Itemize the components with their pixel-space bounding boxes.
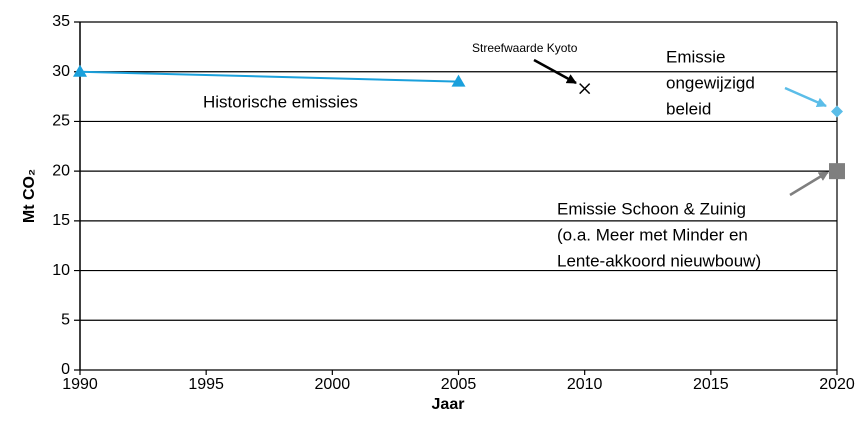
annotation: Streefwaarde Kyoto bbox=[472, 41, 578, 55]
y-tick-label: 20 bbox=[52, 162, 70, 179]
x-axis-label: Jaar bbox=[432, 396, 465, 413]
y-axis-label: Mt CO₂ bbox=[21, 169, 38, 223]
x-tick-label: 2010 bbox=[567, 376, 603, 393]
y-tick-label: 25 bbox=[52, 113, 70, 130]
marker-triangle bbox=[451, 74, 466, 87]
annotation: (o.a. Meer met Minder en bbox=[557, 225, 748, 244]
line bbox=[79, 70, 459, 83]
x-tick-label: 2000 bbox=[315, 376, 351, 393]
y-tick-label: 35 bbox=[52, 13, 70, 30]
y-tick-label: 0 bbox=[61, 361, 70, 378]
x-tick-label: 2020 bbox=[819, 376, 855, 393]
y-tick-label: 5 bbox=[61, 312, 70, 329]
annotation: Emissie bbox=[666, 47, 726, 66]
x-tick-label: 2005 bbox=[441, 376, 477, 393]
x-tick-label: 2015 bbox=[693, 376, 729, 393]
x-tick-label: 1995 bbox=[188, 376, 224, 393]
y-tick-label: 15 bbox=[52, 212, 70, 229]
arrow bbox=[784, 86, 827, 108]
marker-cross bbox=[579, 83, 591, 95]
annotation: beleid bbox=[666, 99, 711, 118]
x-tick-label: 1990 bbox=[62, 376, 98, 393]
marker-diamond bbox=[831, 105, 843, 118]
marker-square bbox=[829, 163, 845, 180]
arrow bbox=[789, 170, 829, 197]
y-tick-label: 30 bbox=[52, 63, 70, 80]
marker-triangle bbox=[73, 64, 87, 77]
y-tick-label: 10 bbox=[52, 262, 70, 279]
annotation: Historische emissies bbox=[203, 92, 358, 111]
annotation: Lente-akkoord nieuwbouw) bbox=[557, 251, 761, 270]
annotation: ongewijzigd bbox=[666, 73, 755, 92]
annotation: Emissie Schoon & Zuinig bbox=[557, 199, 746, 218]
